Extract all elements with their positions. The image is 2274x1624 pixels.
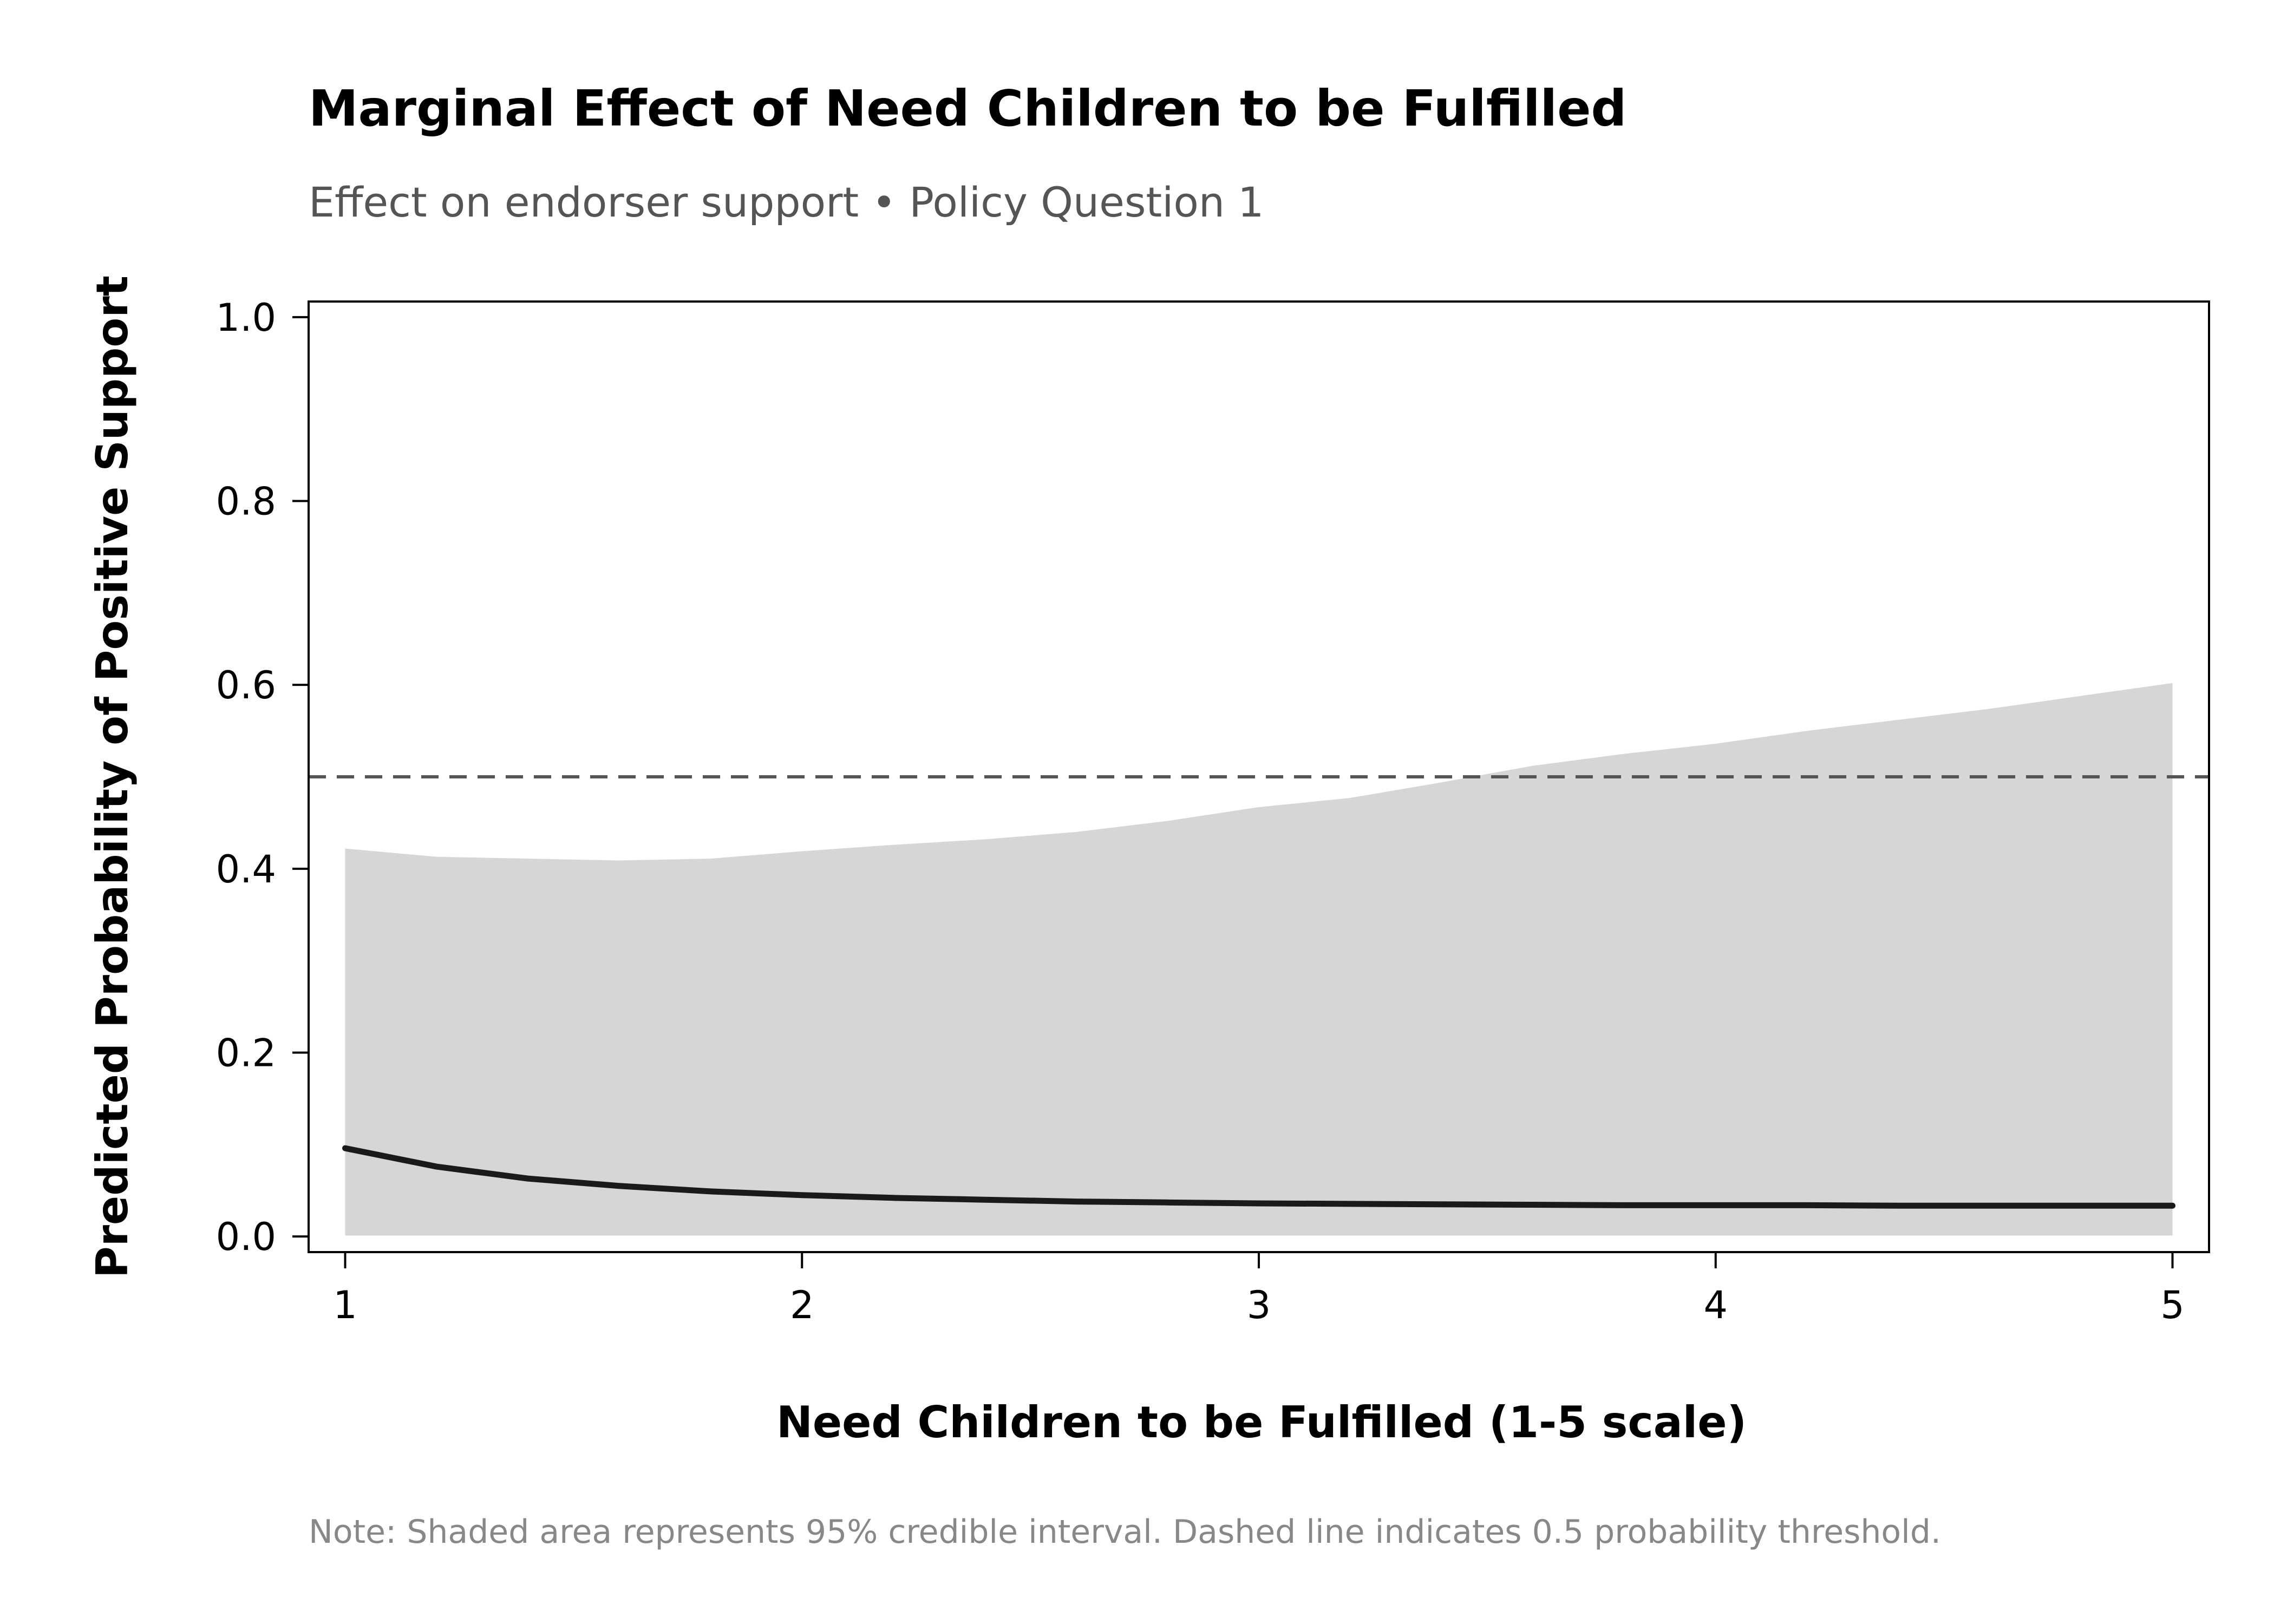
chart-note: Note: Shaded area represents 95% credibl… (309, 1513, 1941, 1551)
y-axis-label: Predicted Probability of Positive Suppor… (87, 276, 138, 1278)
chart-subtitle: Effect on endorser support • Policy Ques… (309, 178, 1264, 226)
credible-interval-band (345, 683, 2173, 1236)
x-tick-label-3: 3 (1247, 1283, 1271, 1327)
y-tick-label-1.0: 1.0 (216, 296, 276, 340)
plot-area: 1 2 3 4 5 0.0 0.2 0.4 0.6 0.8 1.0 (216, 296, 2210, 1327)
x-tick-label-2: 2 (790, 1283, 814, 1327)
y-tick-label-0.4: 0.4 (216, 847, 276, 892)
x-tick-label-5: 5 (2160, 1283, 2185, 1327)
chart-title: Marginal Effect of Need Children to be F… (309, 80, 1626, 137)
x-axis-label: Need Children to be Fulfilled (1-5 scale… (776, 1397, 1747, 1448)
x-tick-label-4: 4 (1703, 1283, 1728, 1327)
x-tick-label-1: 1 (333, 1283, 357, 1327)
y-tick-label-0.6: 0.6 (216, 663, 276, 708)
y-tick-label-0.0: 0.0 (216, 1215, 276, 1259)
y-tick-label-0.8: 0.8 (216, 480, 276, 524)
y-tick-label-0.2: 0.2 (216, 1031, 276, 1075)
mean-line (342, 1145, 2175, 1209)
